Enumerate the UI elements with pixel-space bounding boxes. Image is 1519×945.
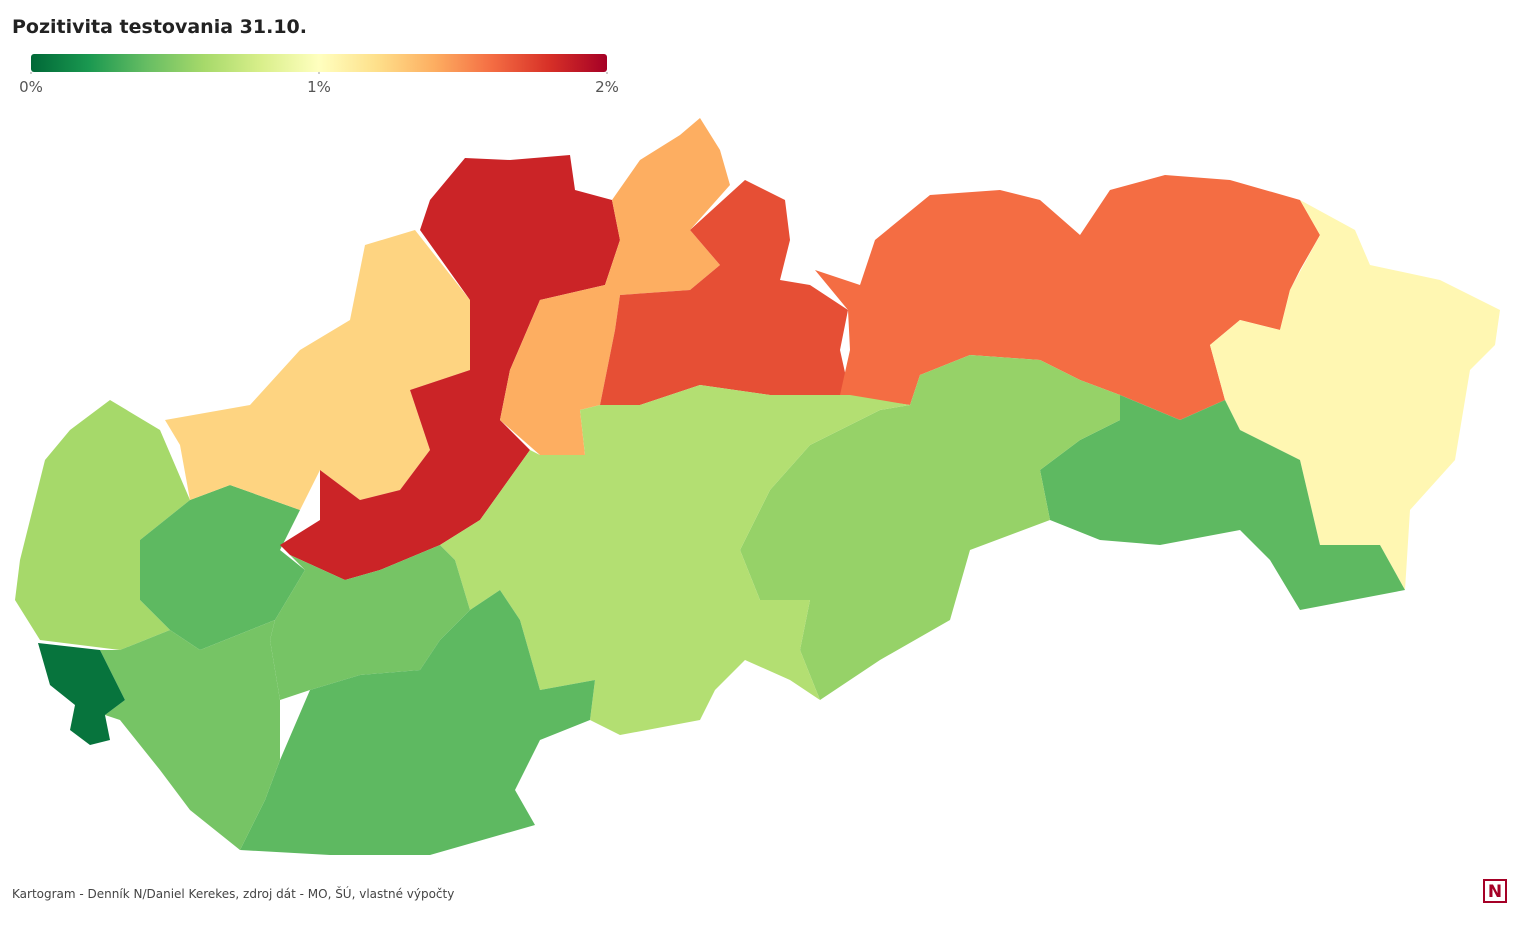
region bbox=[165, 230, 470, 510]
legend-tick-label: 0% bbox=[19, 78, 43, 96]
region bbox=[240, 590, 595, 855]
logo-box bbox=[1483, 879, 1507, 903]
region bbox=[1210, 200, 1500, 590]
region bbox=[600, 180, 850, 405]
region bbox=[1040, 395, 1405, 610]
logo: N bbox=[1488, 882, 1502, 902]
region bbox=[440, 385, 910, 735]
regions bbox=[15, 118, 1500, 855]
region bbox=[740, 355, 1120, 700]
region bbox=[140, 485, 305, 650]
region bbox=[280, 370, 530, 580]
legend-tick-label: 1% bbox=[307, 78, 331, 96]
region bbox=[270, 545, 470, 700]
region bbox=[500, 118, 730, 455]
region bbox=[100, 620, 280, 850]
region bbox=[815, 175, 1320, 420]
region bbox=[38, 643, 125, 745]
color-legend bbox=[31, 54, 607, 72]
map-title: Pozitivita testovania 31.10. bbox=[12, 16, 307, 38]
legend-tick-label: 2% bbox=[595, 78, 619, 96]
region bbox=[15, 400, 190, 650]
source-note: Kartogram - Denník N/Daniel Kerekes, zdr… bbox=[12, 886, 454, 901]
region bbox=[420, 155, 620, 370]
